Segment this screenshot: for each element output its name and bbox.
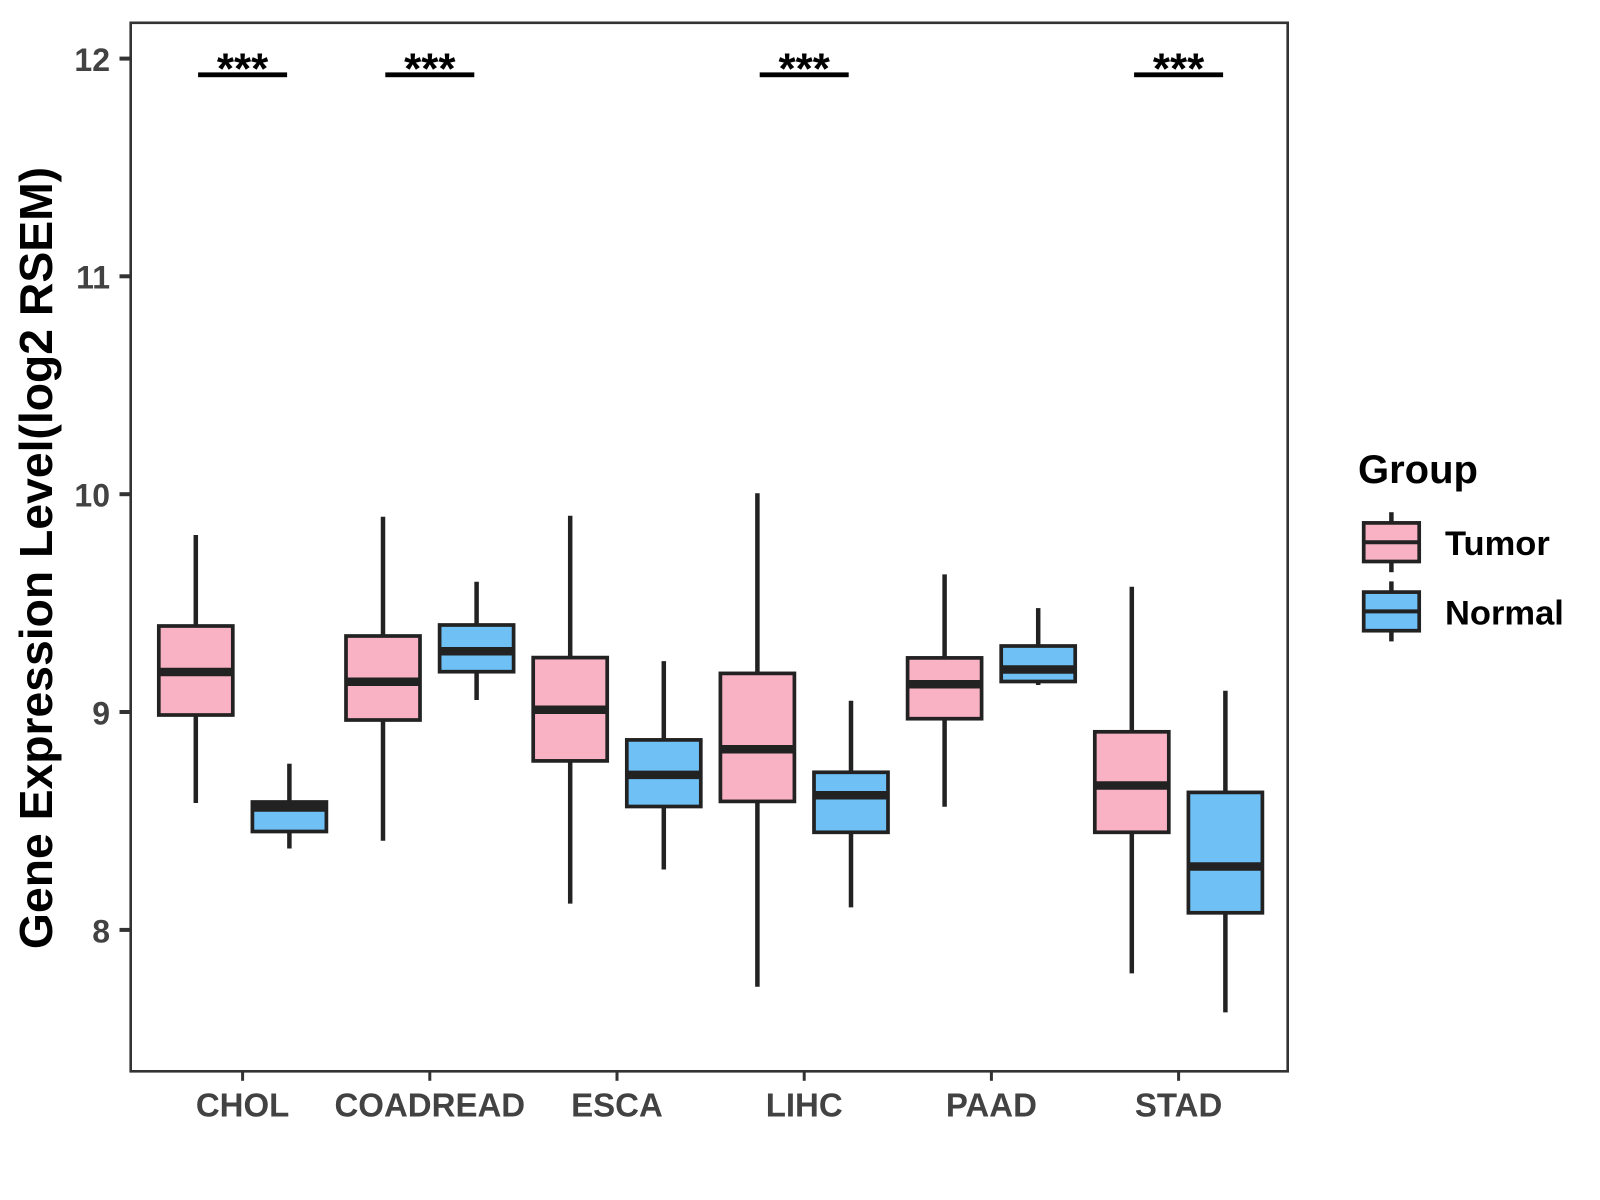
svg-text:STAD: STAD xyxy=(1135,1087,1222,1124)
svg-text:***: *** xyxy=(1153,45,1205,94)
svg-text:11: 11 xyxy=(76,260,110,296)
svg-text:Group: Group xyxy=(1358,448,1478,492)
svg-text:Normal: Normal xyxy=(1445,594,1564,632)
svg-text:CHOL: CHOL xyxy=(196,1087,290,1124)
svg-text:8: 8 xyxy=(92,913,110,949)
svg-text:***: *** xyxy=(217,45,269,94)
svg-text:***: *** xyxy=(779,45,831,94)
svg-text:12: 12 xyxy=(74,42,110,78)
svg-text:9: 9 xyxy=(92,695,110,731)
svg-text:COADREAD: COADREAD xyxy=(334,1087,525,1124)
svg-text:ESCA: ESCA xyxy=(571,1087,663,1124)
svg-text:LIHC: LIHC xyxy=(766,1087,843,1124)
svg-text:PAAD: PAAD xyxy=(946,1087,1037,1124)
svg-text:Gene Expression Level(log2 RSE: Gene Expression Level(log2 RSEM) xyxy=(10,167,62,949)
svg-text:Tumor: Tumor xyxy=(1445,525,1550,563)
svg-text:***: *** xyxy=(404,45,456,94)
svg-text:10: 10 xyxy=(74,478,110,514)
